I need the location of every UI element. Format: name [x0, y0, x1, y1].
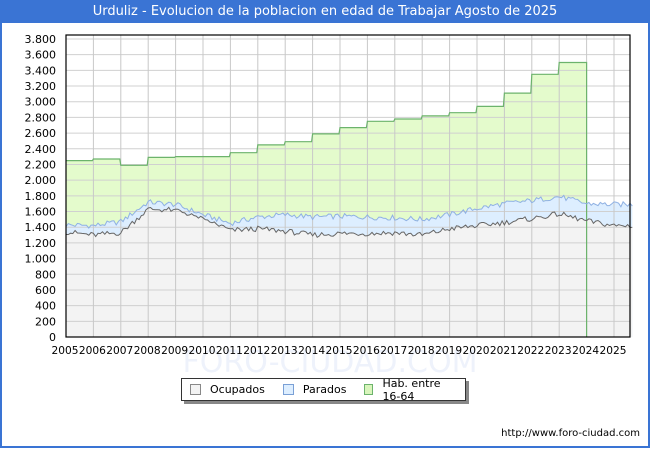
legend-item-ocupados: Ocupados	[190, 383, 265, 396]
x-tick-label: 2006	[79, 344, 106, 357]
x-tick-label: 2009	[161, 344, 188, 357]
source-url[interactable]: http://www.foro-ciudad.com	[501, 428, 640, 439]
x-tick-label: 2017	[380, 344, 407, 357]
y-tick-label: 2.400	[25, 143, 57, 156]
y-tick-label: 3.800	[25, 33, 57, 46]
y-tick-label: 1.600	[25, 206, 57, 219]
x-tick-label: 2021	[490, 344, 517, 357]
legend-swatch-parados	[282, 384, 294, 395]
y-tick-label: 1.400	[25, 221, 57, 234]
line-ocupados	[66, 206, 633, 239]
y-tick-label: 1.800	[25, 190, 57, 203]
x-tick-label: 2014	[298, 344, 325, 357]
x-tick-label: 2023	[545, 344, 572, 357]
y-tick-label: 3.600	[25, 49, 57, 62]
area-ocupados	[66, 207, 633, 337]
y-tick-label: 2.200	[25, 158, 57, 171]
x-tick-label: 2016	[353, 344, 380, 357]
x-tick-label: 2007	[106, 344, 133, 357]
line-parados	[65, 194, 633, 229]
x-tick-label: 2015	[326, 344, 353, 357]
legend-label: Parados	[302, 383, 347, 396]
y-tick-label: 800	[35, 268, 56, 281]
y-tick-label: 1.000	[25, 253, 57, 266]
y-tick-label: 400	[35, 300, 56, 313]
x-tick-label: 2013	[271, 344, 298, 357]
x-tick-label: 2011	[216, 344, 243, 357]
y-tick-label: 2.800	[25, 111, 57, 124]
watermark: FORO-CIUDAD.COM	[183, 345, 478, 380]
y-tick-label: 3.000	[25, 96, 57, 109]
x-tick-label: 2018	[408, 344, 435, 357]
x-tick-label: 2020	[463, 344, 490, 357]
y-tick-label: 2.000	[25, 174, 57, 187]
x-tick-label: 2010	[189, 344, 216, 357]
y-tick-label: 1.200	[25, 237, 57, 250]
legend-label: Ocupados	[210, 383, 265, 396]
chart-legend: Ocupados Parados Hab. entre 16-64	[181, 377, 466, 403]
y-tick-label: 200	[35, 315, 56, 328]
y-tick-label: 3.200	[25, 80, 57, 93]
y-tick-label: 2.600	[25, 127, 57, 140]
legend-swatch-ocupados	[190, 384, 201, 395]
x-tick-label: 2024	[572, 344, 599, 357]
x-tick-label: 2005	[52, 344, 79, 357]
x-tick-label: 2008	[134, 344, 161, 357]
legend-item-hab: Hab. entre 16-64	[364, 377, 455, 403]
legend-label: Hab. entre 16-64	[382, 376, 441, 403]
line-hab	[66, 61, 588, 337]
plot-border	[65, 34, 631, 338]
x-tick-label: 2022	[517, 344, 544, 357]
x-tick-label: 2012	[243, 344, 270, 357]
y-tick-label: 3.400	[25, 64, 57, 77]
y-tick-label: 600	[35, 284, 56, 297]
x-tick-label: 2019	[435, 344, 462, 357]
chart-title: Urduliz - Evolucion de la poblacion en e…	[0, 0, 650, 23]
x-tick-label: 2025	[600, 344, 627, 357]
legend-swatch-hab	[364, 384, 374, 395]
legend-item-parados: Parados	[282, 383, 347, 396]
y-tick-label: 0	[49, 331, 56, 344]
